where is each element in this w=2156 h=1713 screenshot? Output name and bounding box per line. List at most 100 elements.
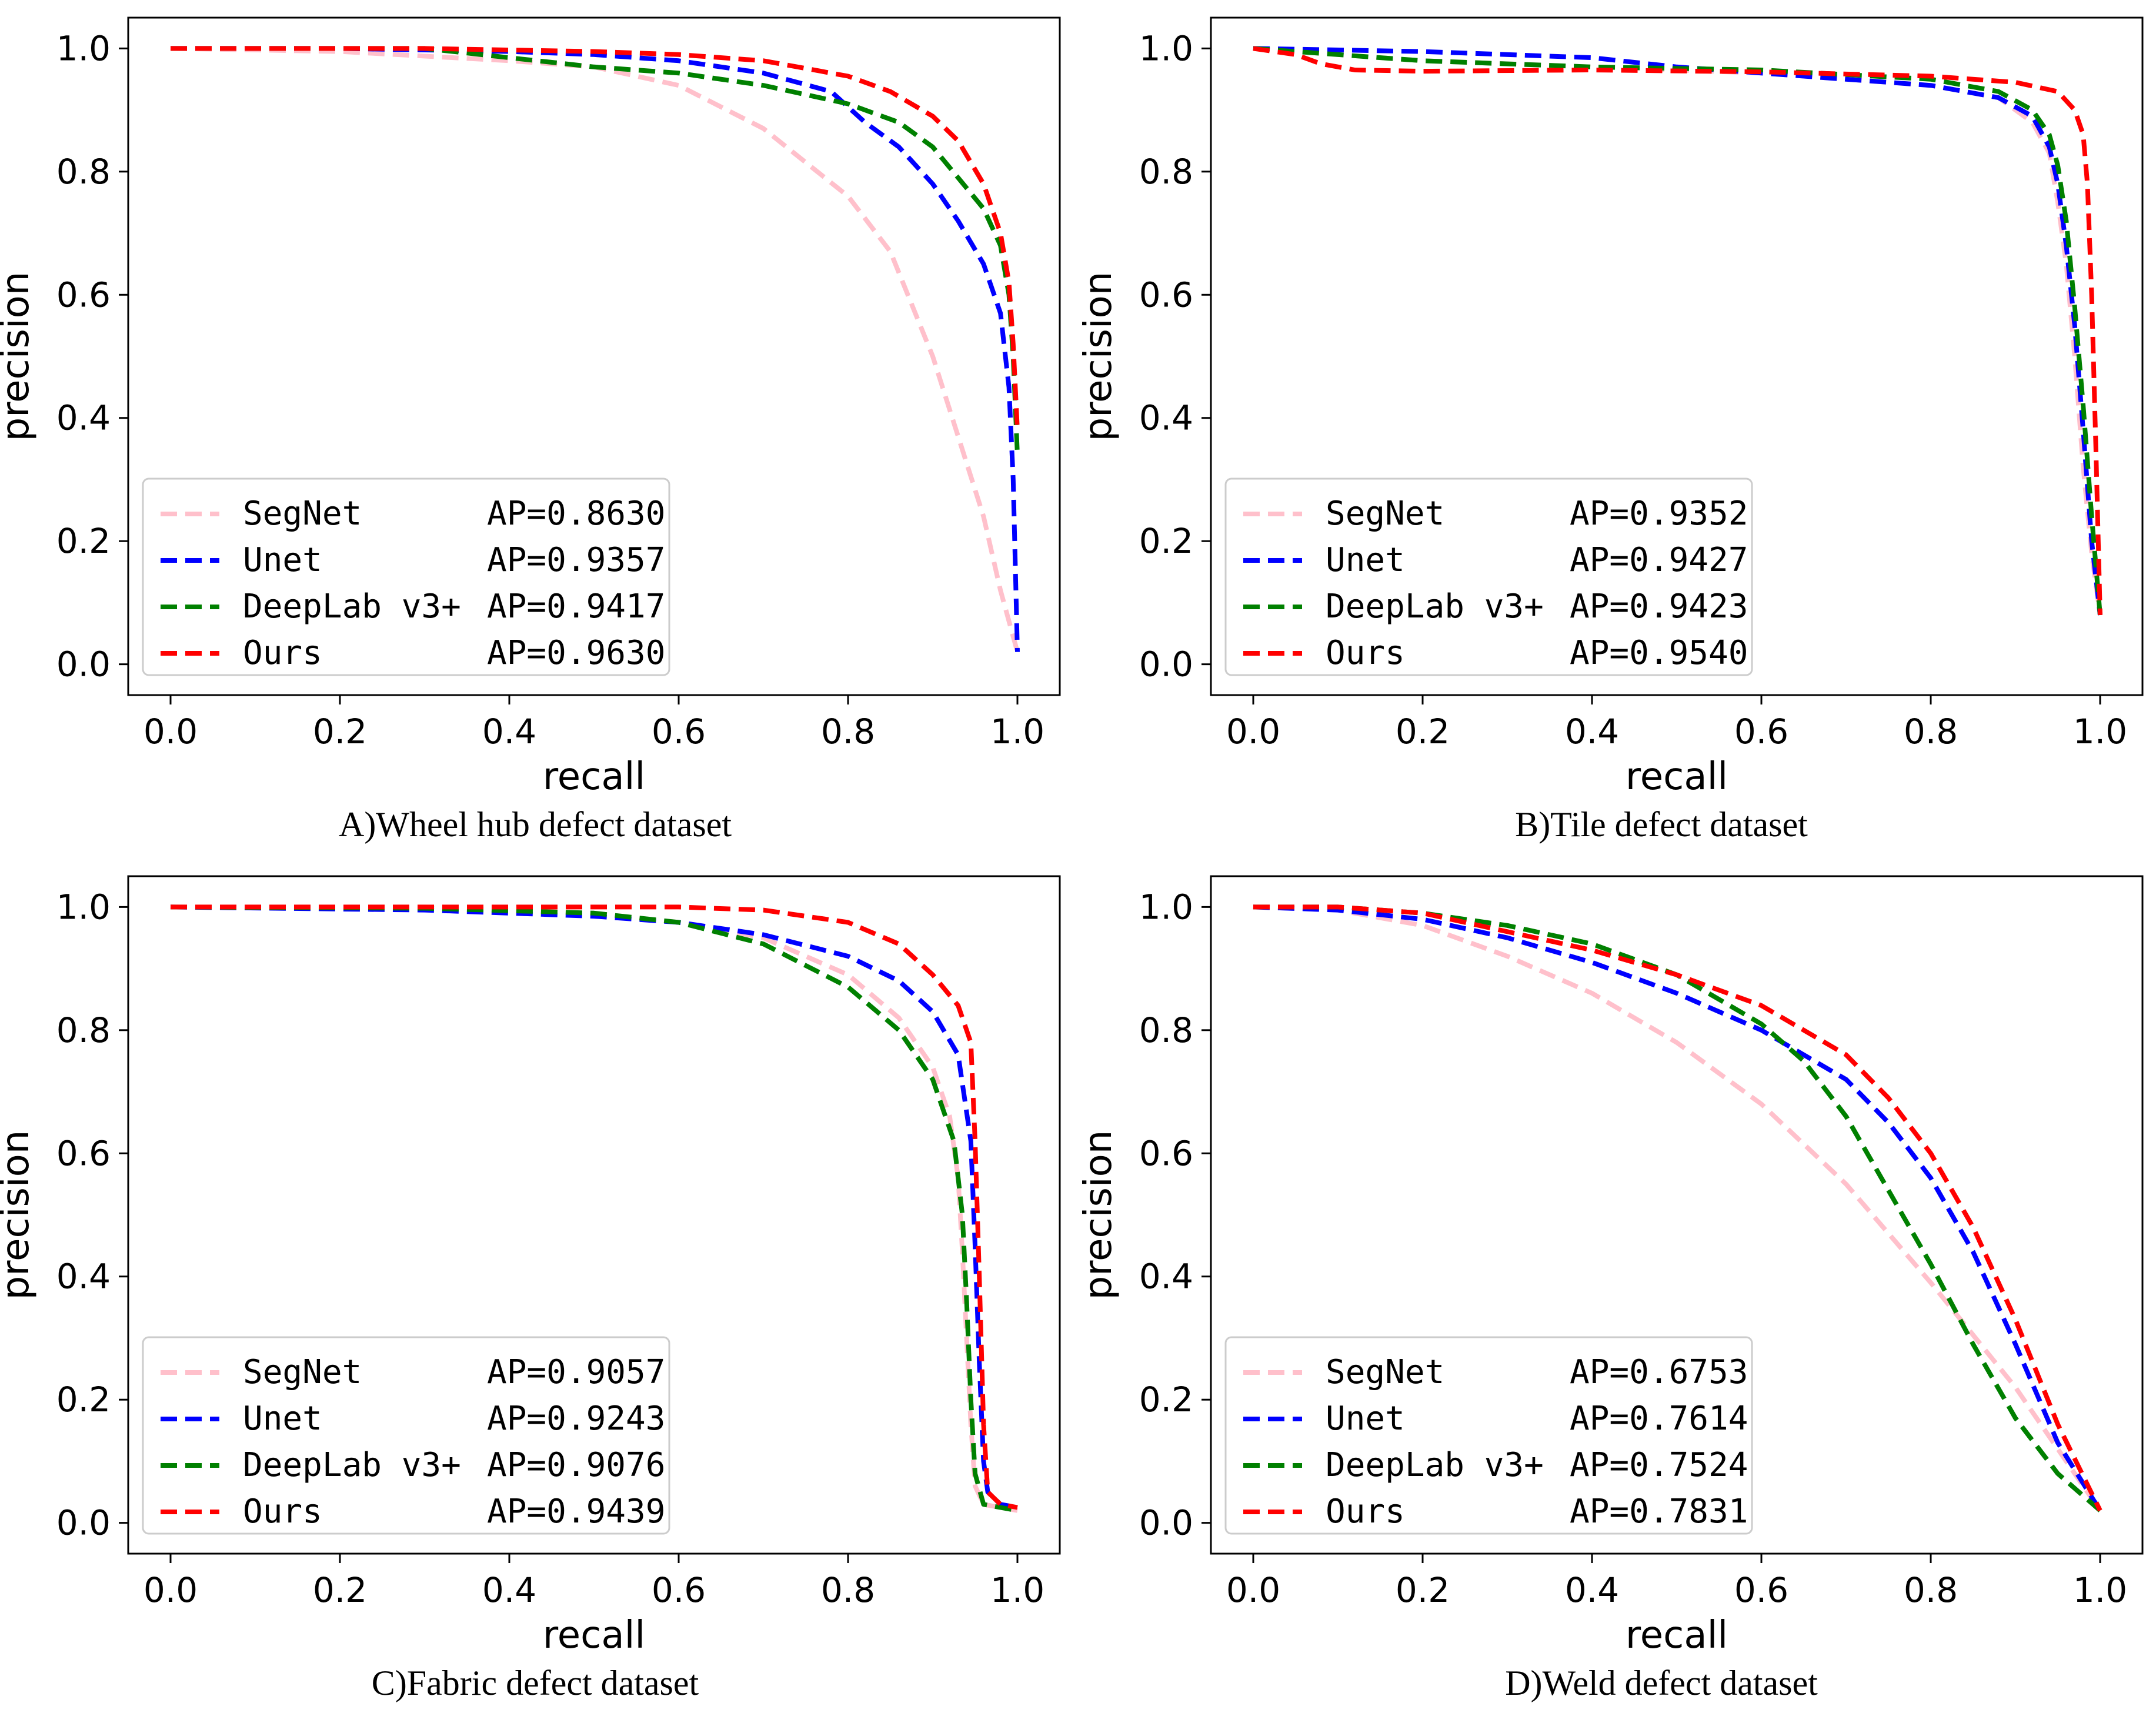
x-tick-label: 0.0 [143, 712, 198, 752]
legend-label: SegNet [1326, 1353, 1444, 1391]
legend-label: DeepLab v3+ [1326, 1446, 1544, 1484]
legend-label: Ours [1326, 1492, 1405, 1531]
legend-label: Ours [1326, 634, 1405, 672]
legend-ap-value: AP=0.9076 [487, 1446, 665, 1484]
x-axis-label: recall [543, 1614, 645, 1657]
series-line-unet [1253, 46, 2102, 616]
y-axis-label: precision [1077, 272, 1120, 442]
legend-box [142, 477, 670, 676]
legend: SegNet AP=0.6753 Unet AP=0.7614 DeepLab v3+ A… [1224, 1336, 1753, 1535]
series-line-deeplab-v3- [171, 46, 1020, 455]
x-tick-label: 0.2 [313, 1570, 367, 1610]
legend-label: SegNet [243, 495, 362, 533]
x-tick-label: 0.6 [1734, 1570, 1788, 1610]
legend-ap-value: AP=0.9243 [487, 1400, 665, 1438]
x-tick-label: 0.8 [821, 1570, 875, 1610]
y-axis-label: precision [1077, 1130, 1120, 1300]
legend-box [1224, 477, 1753, 676]
axes-frame [127, 16, 1061, 696]
axes-frame [1210, 875, 2144, 1555]
series-line-ours [171, 46, 1020, 430]
y-tick-label: 0.8 [1139, 152, 1193, 192]
legend-box [142, 1336, 670, 1535]
legend-ap-value: AP=0.9352 [1570, 495, 1748, 533]
chart-panel-4: 0.0 0.2 0.4 0.6 0.8 1.0 0.0 0.2 0.4 0.6 0.8 1.0 reca… [1077, 875, 2144, 1702]
legend-label: Ours [243, 634, 322, 672]
y-tick-label: 0.6 [56, 1133, 111, 1173]
legend-ap-value: AP=0.9057 [487, 1353, 665, 1391]
series-line-segnet [1253, 904, 2102, 1512]
x-tick-label: 0.4 [482, 712, 536, 752]
x-tick-label: 0.2 [1396, 1570, 1450, 1610]
legend-ap-value: AP=0.6753 [1570, 1353, 1748, 1391]
x-tick-label: 0.4 [482, 1570, 536, 1610]
legend-label: Unet [1326, 1400, 1405, 1438]
legend-label: Unet [1326, 541, 1405, 579]
series-line-segnet [1253, 46, 2102, 616]
x-tick-label: 0.0 [143, 1570, 198, 1610]
x-tick-label: 0.2 [313, 712, 367, 752]
y-tick-label: 0.0 [56, 1503, 111, 1543]
y-tick-label: 0.2 [1139, 521, 1193, 561]
series-line-deeplab-v3- [170, 904, 1018, 1513]
chart-panel-3: 0.0 0.2 0.4 0.6 0.8 1.0 0.0 0.2 0.4 0.6 0.8 1.0 reca… [0, 875, 1061, 1702]
legend: SegNet AP=0.9057 Unet AP=0.9243 DeepLab v3+ A… [142, 1336, 670, 1535]
y-tick-label: 1.0 [1139, 28, 1193, 68]
legend-ap-value: AP=0.9439 [487, 1492, 665, 1531]
legend-label: SegNet [243, 1353, 362, 1391]
legend-box [1224, 1336, 1753, 1535]
legend: SegNet AP=0.8630 Unet AP=0.9357 DeepLab v3+ A… [142, 477, 670, 676]
legend-ap-value: AP=0.8630 [487, 495, 665, 533]
x-tick-label: 0.2 [1396, 712, 1450, 752]
legend-label: Ours [243, 1492, 322, 1531]
legend-label: SegNet [1326, 495, 1444, 533]
y-tick-label: 1.0 [56, 28, 111, 68]
x-axis-label: recall [1626, 1614, 1728, 1657]
legend-ap-value: AP=0.9427 [1570, 541, 1748, 579]
legend-ap-value: AP=0.9357 [487, 541, 665, 579]
x-tick-label: 0.6 [652, 1570, 706, 1610]
x-tick-label: 0.8 [1904, 1570, 1958, 1610]
legend-ap-value: AP=0.9417 [487, 587, 665, 626]
legend-ap-value: AP=0.9423 [1570, 587, 1748, 626]
x-tick-label: 0.8 [1904, 712, 1958, 752]
series-line-ours [1253, 46, 2102, 616]
x-tick-label: 0.0 [1226, 712, 1280, 752]
panel-caption: A)Wheel hub defect dataset [339, 805, 732, 844]
y-tick-label: 0.8 [1139, 1010, 1193, 1050]
series-line-segnet [170, 46, 1020, 653]
legend-label: Unet [243, 1400, 322, 1438]
y-tick-label: 0.0 [1139, 645, 1193, 684]
y-tick-label: 0.4 [56, 1257, 111, 1297]
legend-label: DeepLab v3+ [1326, 587, 1544, 626]
y-tick-label: 0.6 [1139, 275, 1193, 315]
y-tick-label: 0.4 [56, 398, 111, 438]
x-tick-label: 1.0 [990, 712, 1044, 752]
x-tick-label: 0.6 [1734, 712, 1788, 752]
x-tick-label: 1.0 [2073, 712, 2127, 752]
series-line-ours [1253, 904, 2102, 1512]
y-axis-label: precision [0, 272, 38, 442]
x-tick-label: 0.4 [1565, 1570, 1619, 1610]
x-axis-label: recall [543, 755, 645, 799]
series-line-deeplab-v3- [1253, 46, 2102, 616]
y-tick-label: 0.0 [56, 645, 111, 684]
axes-frame [1210, 16, 2144, 696]
legend: SegNet AP=0.9352 Unet AP=0.9427 DeepLab v3+ A… [1224, 477, 1753, 676]
panel-caption: C)Fabric defect dataset [372, 1664, 699, 1702]
axes-frame [127, 875, 1061, 1555]
legend-label: Unet [243, 541, 322, 579]
legend-label: DeepLab v3+ [243, 1446, 461, 1484]
x-tick-label: 1.0 [990, 1570, 1044, 1610]
y-tick-label: 0.6 [1139, 1133, 1193, 1173]
chart-panel-2: 0.0 0.2 0.4 0.6 0.8 1.0 0.0 0.2 0.4 0.6 0.8 1.0 reca… [1077, 16, 2144, 844]
legend-label: DeepLab v3+ [243, 587, 461, 626]
y-tick-label: 1.0 [1139, 887, 1193, 927]
y-tick-label: 0.2 [1139, 1380, 1193, 1420]
y-tick-label: 0.4 [1139, 398, 1193, 438]
y-axis-label: precision [0, 1130, 38, 1300]
y-tick-label: 0.4 [1139, 1257, 1193, 1297]
series-line-unet [1253, 904, 2102, 1512]
series-line-ours [171, 904, 1018, 1510]
